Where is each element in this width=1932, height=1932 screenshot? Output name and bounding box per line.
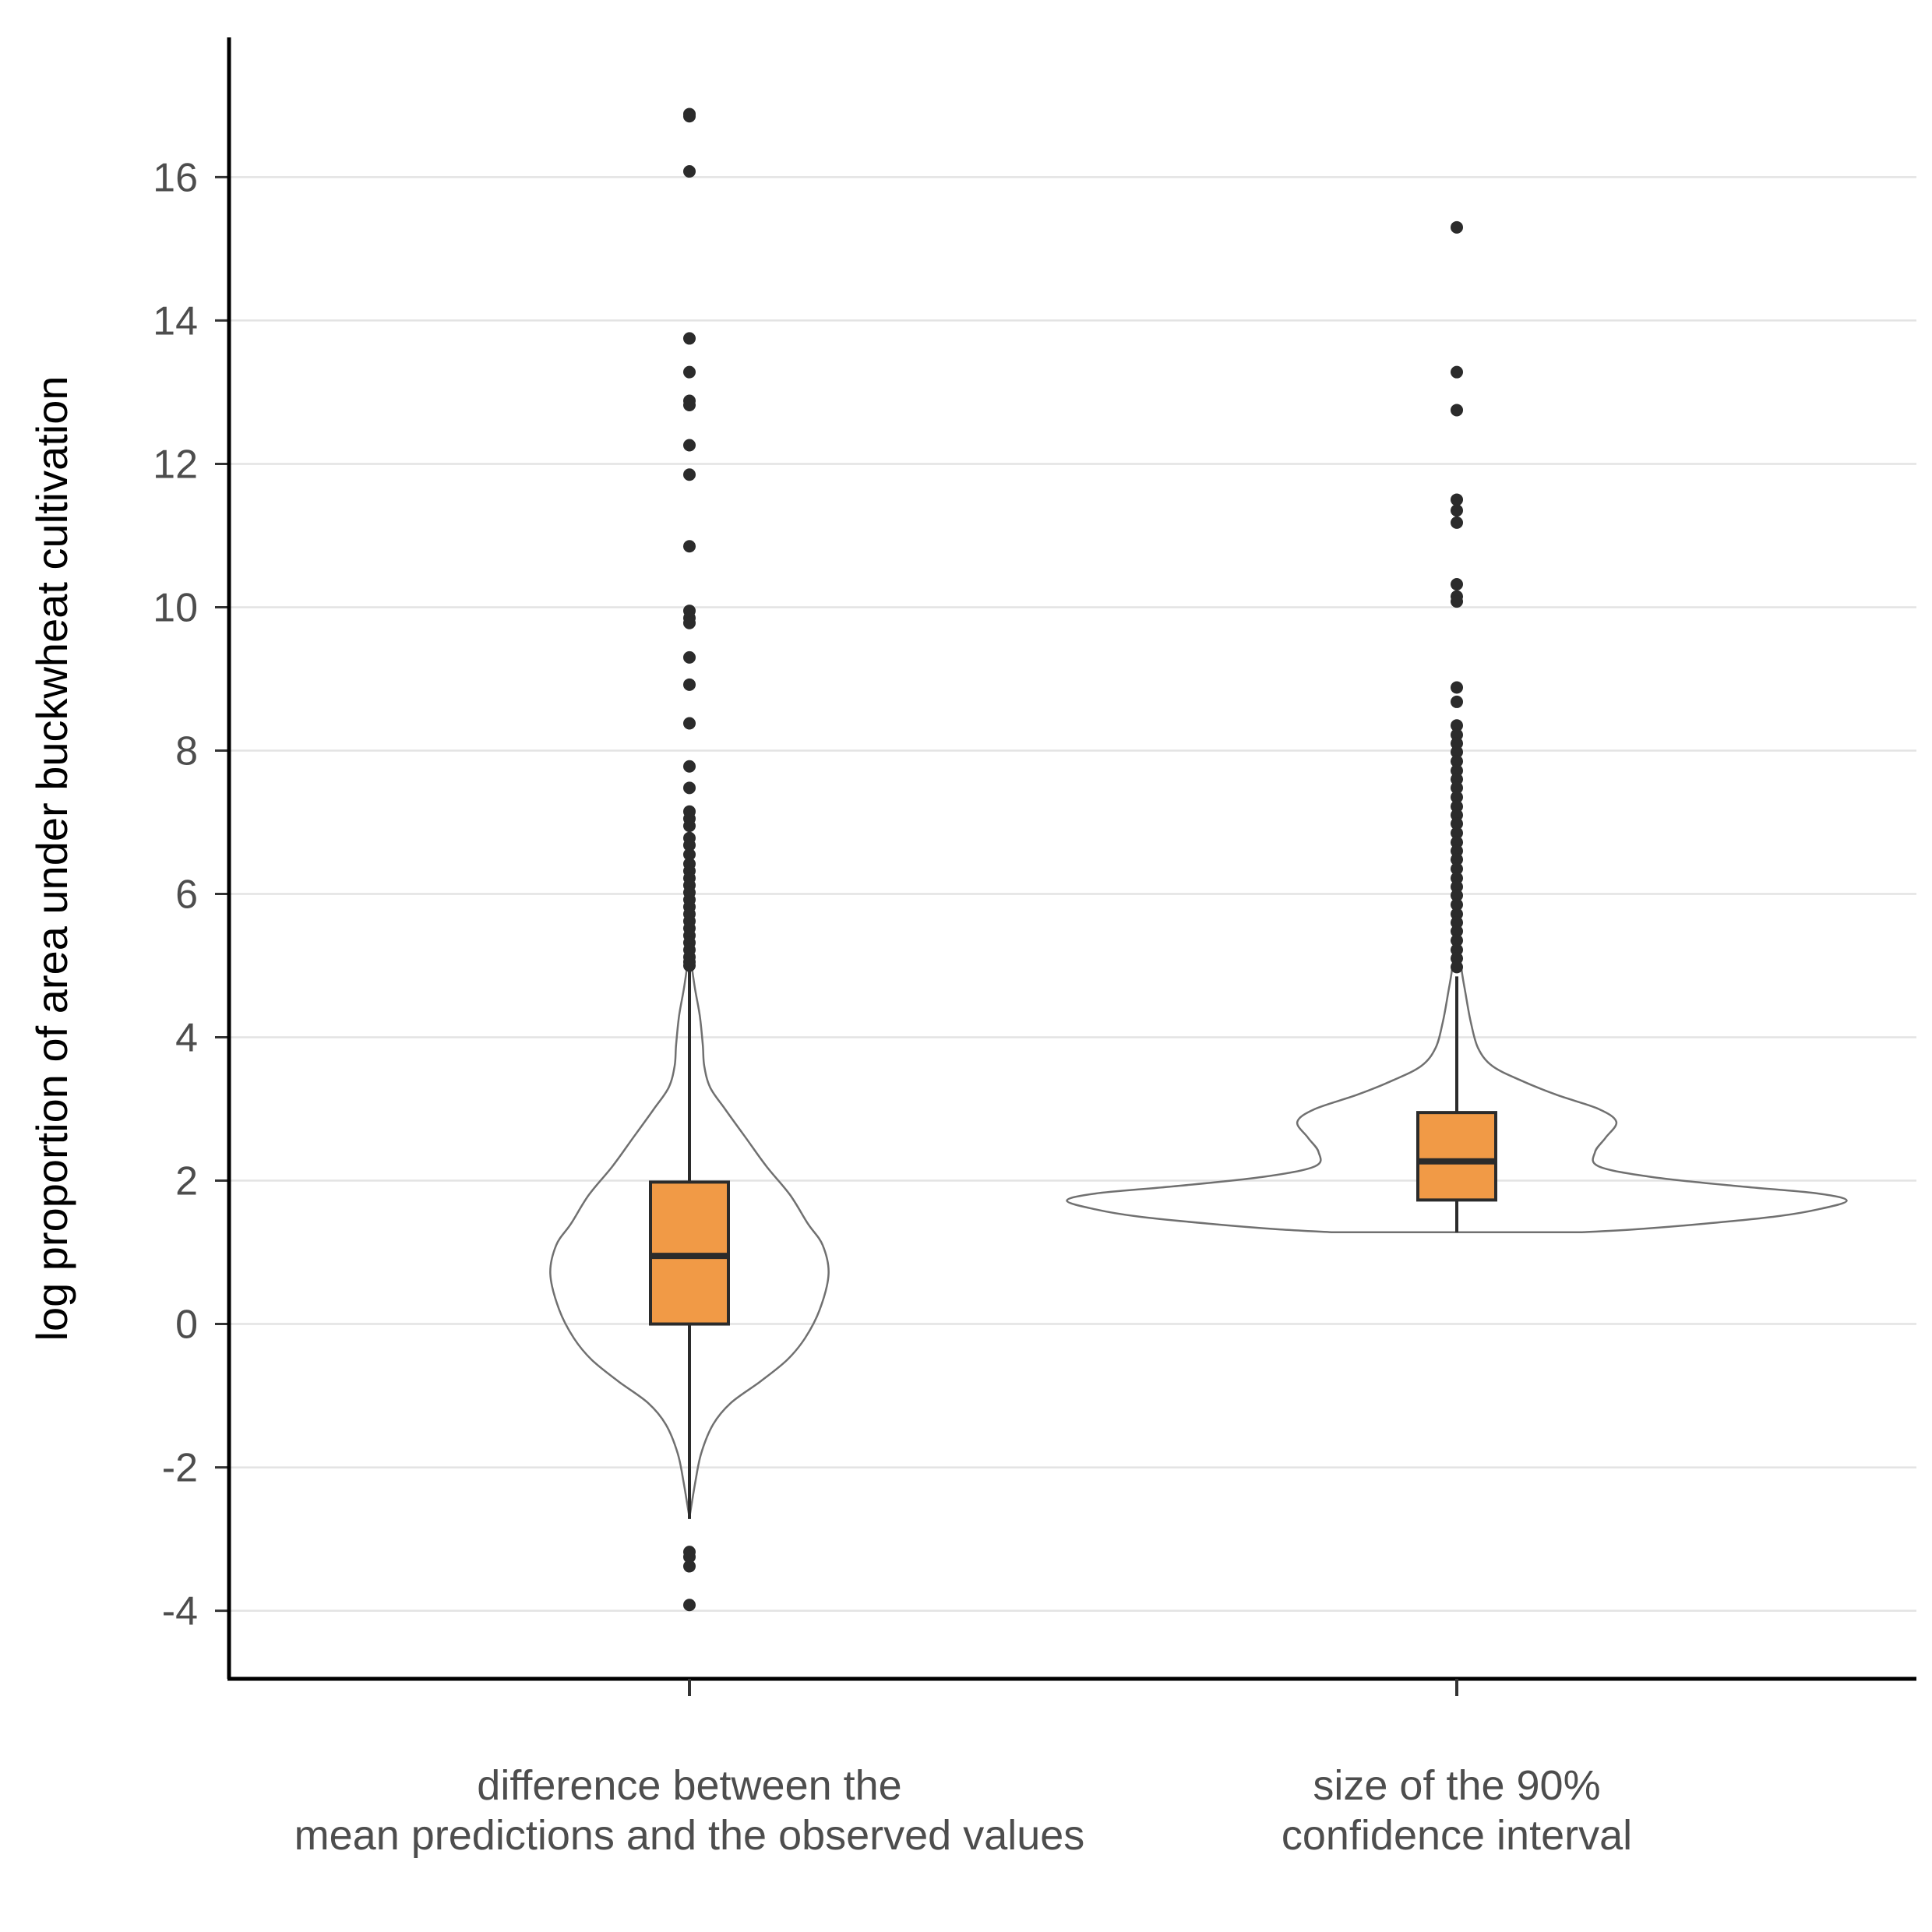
outlier-point — [1451, 493, 1463, 506]
x-tick-label: confidence interval — [1282, 1812, 1632, 1859]
outlier-point — [1451, 853, 1463, 866]
violins — [549, 888, 1848, 1518]
box-2 — [1416, 1111, 1497, 1202]
y-tick-label: 16 — [153, 155, 198, 200]
y-tick-label: 2 — [175, 1159, 198, 1204]
y-tick-label: 12 — [153, 442, 198, 487]
outlier-point — [683, 959, 696, 972]
outlier-point — [683, 717, 696, 730]
outlier-point — [1451, 952, 1463, 965]
outlier-point — [683, 848, 696, 861]
x-tick-label: size of the 90% — [1313, 1762, 1600, 1809]
outlier-point — [1451, 809, 1463, 822]
y-tick-label: 4 — [175, 1016, 198, 1061]
outlier-point — [683, 616, 696, 629]
outlier-point — [1451, 746, 1463, 759]
outlier-point — [1451, 516, 1463, 529]
outlier-point — [1451, 827, 1463, 840]
outlier-point — [1451, 791, 1463, 804]
axes — [215, 37, 1916, 1696]
outlier-point — [683, 1550, 696, 1564]
outlier-point — [1451, 800, 1463, 813]
outlier-point — [683, 760, 696, 773]
outlier-point — [683, 165, 696, 178]
outlier-point — [683, 838, 696, 851]
outlier-point — [1451, 220, 1463, 234]
y-tick-label: -4 — [162, 1589, 198, 1634]
outlier-point — [1451, 836, 1463, 849]
y-axis-title: log proportion of area under buckwheat c… — [27, 376, 76, 1341]
outlier-point — [683, 650, 696, 664]
outlier-point — [1451, 595, 1463, 608]
y-tick-label: 14 — [153, 298, 198, 344]
outlier-point — [1451, 908, 1463, 921]
outlier-point — [1451, 844, 1463, 858]
x-tick-label: mean predictions and the observed values — [294, 1812, 1085, 1859]
outlier-point — [1451, 719, 1463, 732]
outlier-point — [1451, 934, 1463, 947]
outlier-point — [1451, 404, 1463, 417]
outlier-point — [1451, 925, 1463, 938]
outlier-point — [683, 781, 696, 795]
outlier-point — [1451, 764, 1463, 777]
outlier-point — [1451, 504, 1463, 517]
outlier-point — [683, 332, 696, 345]
outlier-point — [1451, 817, 1463, 830]
outlier-point — [1451, 862, 1463, 876]
outlier-point — [1451, 872, 1463, 885]
labels: -4 -2 0 2 4 6 8 10 12 14 16 difference between them… — [153, 155, 1632, 1859]
outlier-point — [683, 365, 696, 379]
outlier-point — [683, 678, 696, 691]
outlier-point — [1451, 781, 1463, 795]
y-tick-label: 8 — [175, 728, 198, 774]
outlier-point — [683, 1599, 696, 1612]
outlier-point — [1451, 898, 1463, 911]
outlier-point — [1451, 695, 1463, 708]
y-tick-label: 6 — [175, 873, 198, 918]
grid-lines — [229, 176, 1916, 1612]
outlier-point — [683, 110, 696, 123]
outlier-point — [1451, 961, 1463, 974]
outlier-point — [683, 439, 696, 452]
outlier-point — [1451, 755, 1463, 768]
y-tick-label: 10 — [153, 585, 198, 630]
y-tick-label: 0 — [175, 1303, 198, 1348]
outlier-point — [683, 540, 696, 553]
outlier-point — [1451, 728, 1463, 742]
outliers — [683, 108, 1463, 1612]
x-tick-label: difference between the — [477, 1762, 901, 1809]
outlier-point — [683, 468, 696, 481]
outlier-point — [1451, 943, 1463, 957]
outlier-point — [1451, 889, 1463, 902]
outlier-point — [1451, 916, 1463, 929]
outlier-point — [1451, 578, 1463, 591]
y-tick-label: -2 — [162, 1446, 198, 1491]
boxplots — [649, 969, 1497, 1519]
outlier-point — [683, 820, 696, 833]
outlier-point — [683, 399, 696, 412]
outlier-point — [1451, 773, 1463, 786]
outlier-point — [1451, 681, 1463, 694]
outlier-point — [683, 1560, 696, 1573]
outlier-point — [1451, 880, 1463, 894]
outlier-point — [1451, 365, 1463, 379]
outlier-point — [1451, 737, 1463, 750]
